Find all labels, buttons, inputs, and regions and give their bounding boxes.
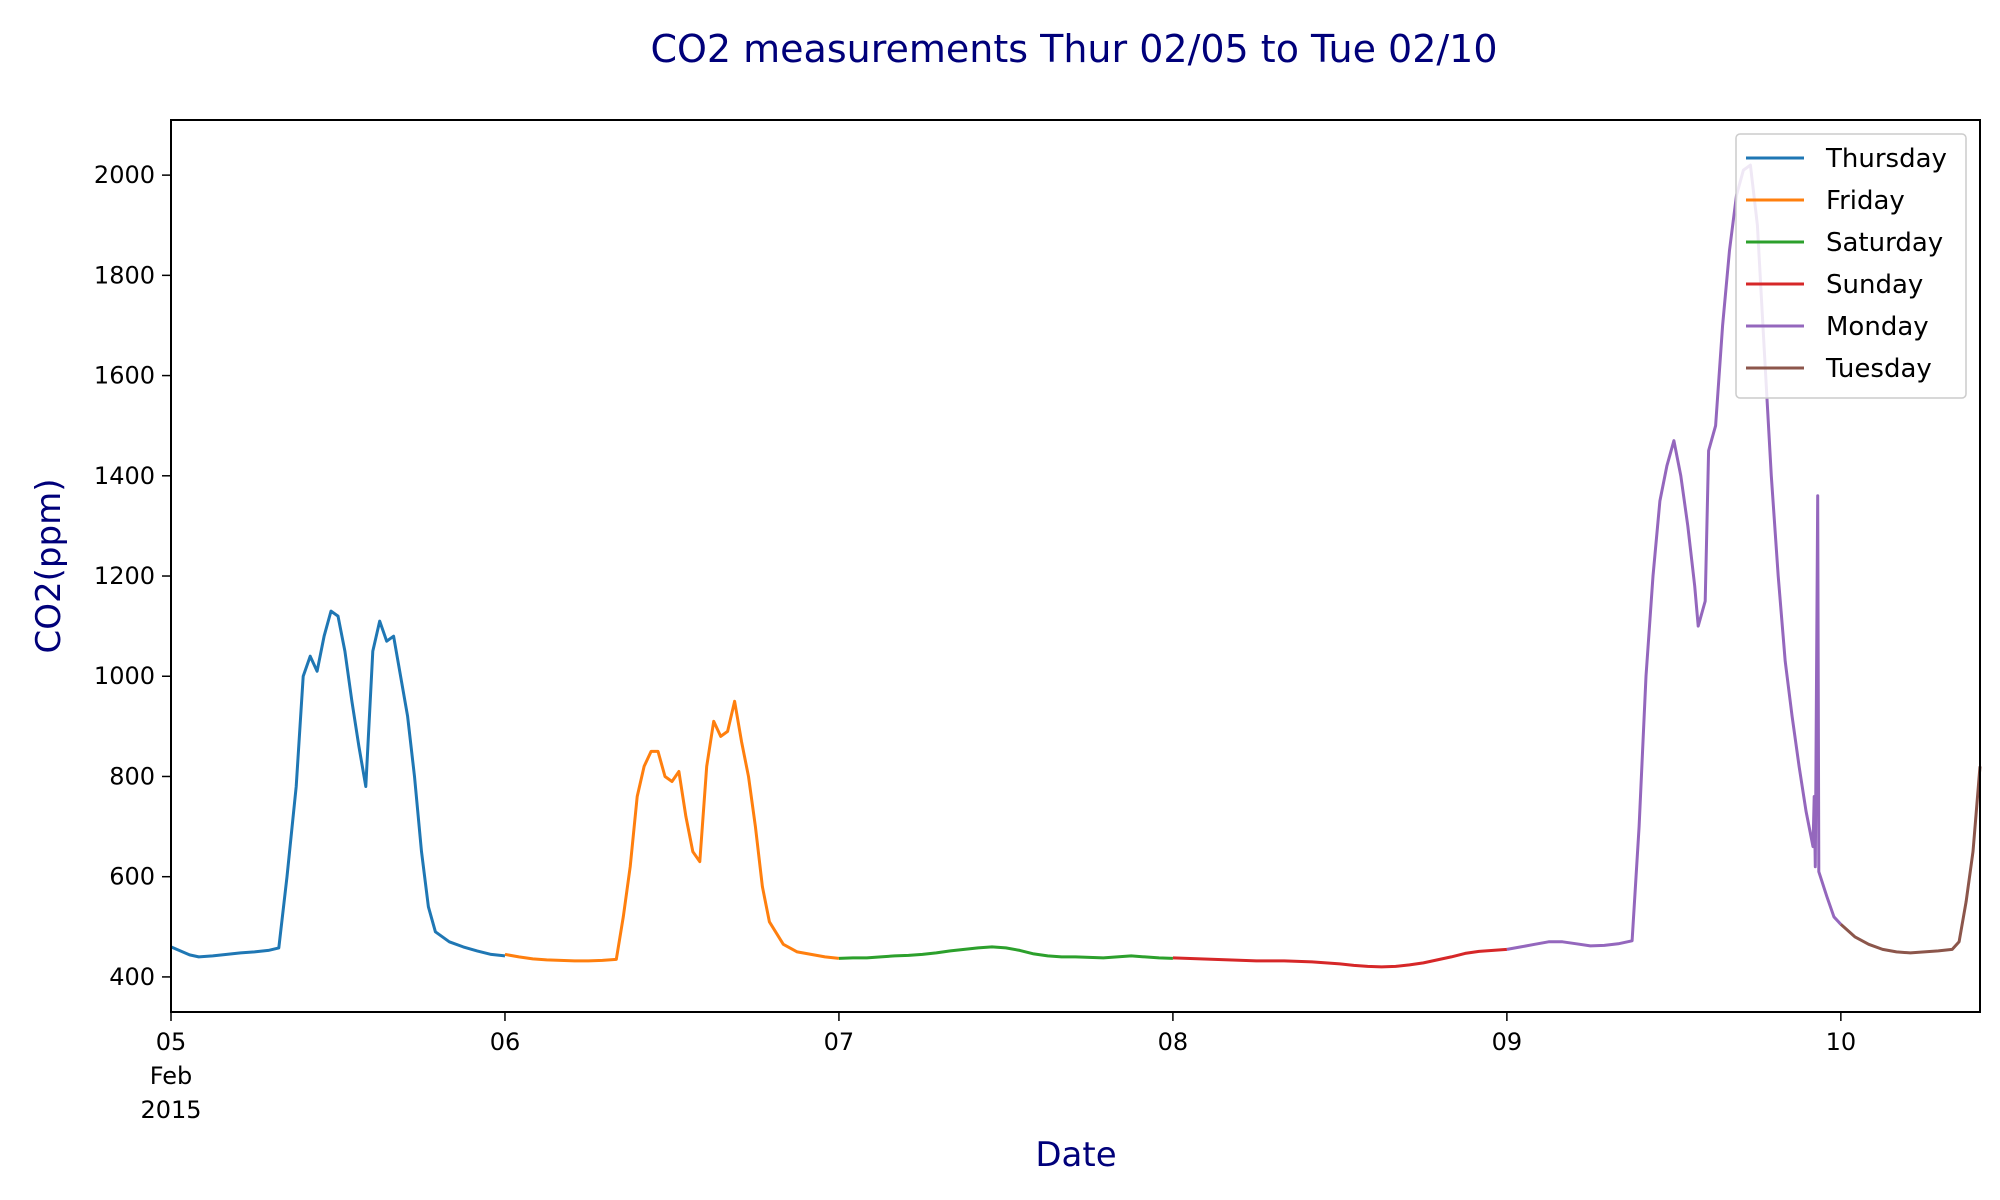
y-axis-label: CO2(ppm)	[29, 479, 69, 654]
x-tick-label: 10	[1826, 1028, 1857, 1056]
x-tick-sublabel: 2015	[140, 1096, 201, 1124]
plot-area	[170, 163, 1982, 969]
y-tick-label: 600	[109, 863, 155, 891]
x-axis: 05 Feb 2015 06 07 08 09 10	[140, 1012, 1856, 1124]
y-tick-label: 1800	[94, 261, 155, 289]
series-line-friday	[504, 699, 840, 963]
y-tick-label: 400	[109, 963, 155, 991]
x-axis-label: Date	[1035, 1135, 1116, 1175]
legend-label-thursday: Thursday	[1825, 144, 1947, 174]
series-line-thursday	[170, 609, 506, 959]
y-tick-label: 1600	[94, 362, 155, 390]
y-tick-label: 2000	[94, 161, 155, 189]
x-tick-label: 05	[156, 1028, 187, 1056]
x-tick-sublabel: Feb	[150, 1062, 193, 1090]
y-tick-label: 800	[109, 762, 155, 790]
y-tick-label: 1400	[94, 462, 155, 490]
chart-title: CO2 measurements Thur 02/05 to Tue 02/10	[650, 27, 1497, 71]
series-line-tuesday	[1839, 766, 1982, 955]
x-tick-label: 08	[1158, 1028, 1189, 1056]
y-tick-label: 1200	[94, 562, 155, 590]
legend-label-saturday: Saturday	[1826, 228, 1943, 258]
legend-label-friday: Friday	[1826, 186, 1905, 216]
y-axis: 400 600 800 1000 1200 1400 1600 1800 2000	[94, 161, 171, 991]
x-tick-label: 07	[824, 1028, 855, 1056]
legend-label-sunday: Sunday	[1826, 270, 1923, 300]
legend-label-tuesday: Tuesday	[1825, 354, 1932, 384]
plot-frame	[170, 119, 1981, 1013]
legend: Thursday Friday Saturday Sunday Monday Tuesda…	[1735, 133, 1967, 399]
y-tick-label: 1000	[94, 662, 155, 690]
series-line-monday	[1506, 163, 1842, 951]
series-line-saturday	[838, 945, 1173, 960]
series-line-sunday	[1172, 947, 1508, 969]
x-tick-label: 09	[1492, 1028, 1523, 1056]
legend-label-monday: Monday	[1826, 312, 1929, 342]
x-tick-label: 06	[490, 1028, 521, 1056]
